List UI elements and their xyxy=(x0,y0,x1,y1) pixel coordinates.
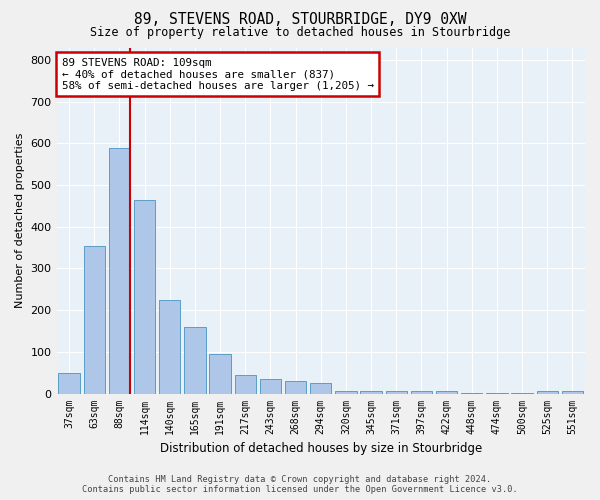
Y-axis label: Number of detached properties: Number of detached properties xyxy=(15,133,25,308)
Bar xyxy=(511,392,533,394)
X-axis label: Distribution of detached houses by size in Stourbridge: Distribution of detached houses by size … xyxy=(160,442,482,455)
Bar xyxy=(58,372,80,394)
Bar xyxy=(285,381,307,394)
Bar xyxy=(436,392,457,394)
Bar xyxy=(235,375,256,394)
Text: Contains HM Land Registry data © Crown copyright and database right 2024.
Contai: Contains HM Land Registry data © Crown c… xyxy=(82,474,518,494)
Bar xyxy=(134,200,155,394)
Text: 89 STEVENS ROAD: 109sqm
← 40% of detached houses are smaller (837)
58% of semi-d: 89 STEVENS ROAD: 109sqm ← 40% of detache… xyxy=(62,58,374,91)
Bar xyxy=(562,392,583,394)
Bar xyxy=(83,246,105,394)
Bar xyxy=(461,392,482,394)
Bar xyxy=(260,379,281,394)
Bar xyxy=(486,392,508,394)
Bar xyxy=(209,354,231,394)
Bar xyxy=(109,148,130,394)
Bar xyxy=(361,392,382,394)
Bar xyxy=(386,392,407,394)
Bar xyxy=(536,392,558,394)
Bar xyxy=(310,383,331,394)
Bar xyxy=(159,300,181,394)
Bar xyxy=(335,392,356,394)
Text: Size of property relative to detached houses in Stourbridge: Size of property relative to detached ho… xyxy=(90,26,510,39)
Text: 89, STEVENS ROAD, STOURBRIDGE, DY9 0XW: 89, STEVENS ROAD, STOURBRIDGE, DY9 0XW xyxy=(134,12,466,28)
Bar xyxy=(411,392,432,394)
Bar xyxy=(184,327,206,394)
